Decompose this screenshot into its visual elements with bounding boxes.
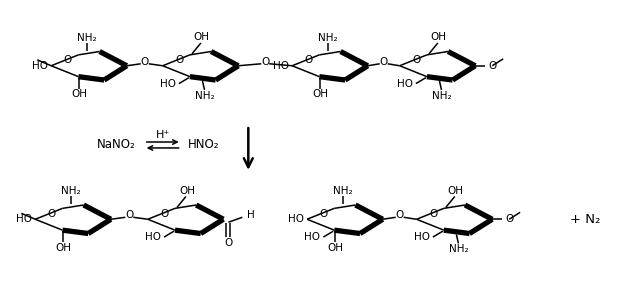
Text: O: O	[261, 57, 269, 67]
Text: OH: OH	[55, 243, 71, 253]
Text: NH₂: NH₂	[431, 91, 451, 101]
Text: O: O	[125, 210, 134, 220]
Text: O: O	[488, 61, 497, 71]
Text: OH: OH	[431, 32, 447, 42]
Text: HO: HO	[288, 214, 304, 224]
Text: NH₂: NH₂	[333, 186, 353, 196]
Text: NH₂: NH₂	[61, 186, 81, 196]
Text: O: O	[175, 55, 184, 65]
Text: O: O	[141, 57, 149, 67]
Text: O: O	[305, 55, 313, 65]
Text: OH: OH	[448, 185, 464, 195]
Text: O: O	[380, 57, 388, 67]
Text: OH: OH	[194, 32, 210, 42]
Text: HO: HO	[160, 79, 176, 89]
Text: HO: HO	[16, 214, 32, 224]
Text: OH: OH	[71, 90, 87, 100]
Text: NH₂: NH₂	[77, 33, 97, 43]
Text: NH₂: NH₂	[195, 91, 214, 101]
Text: HO: HO	[145, 232, 161, 242]
Text: NH₂: NH₂	[318, 33, 338, 43]
Text: HO: HO	[397, 79, 413, 89]
Text: OH: OH	[179, 185, 195, 195]
Text: NaNO₂: NaNO₂	[97, 139, 135, 152]
Text: O: O	[48, 209, 56, 219]
Text: OH: OH	[327, 243, 343, 253]
Text: O: O	[505, 214, 513, 224]
Text: HNO₂: HNO₂	[188, 139, 220, 152]
Text: O: O	[63, 55, 72, 65]
Text: + N₂: + N₂	[570, 213, 600, 226]
Text: O: O	[429, 209, 437, 219]
Text: H⁺: H⁺	[156, 130, 170, 140]
Text: H: H	[247, 210, 255, 220]
Text: O: O	[160, 209, 168, 219]
Text: HO: HO	[32, 61, 48, 71]
Text: HO: HO	[305, 232, 321, 242]
Text: NH₂: NH₂	[449, 244, 468, 254]
Text: O: O	[412, 55, 420, 65]
Text: HO: HO	[273, 61, 289, 71]
Text: HO: HO	[414, 232, 430, 242]
Text: OH: OH	[312, 90, 328, 100]
Text: O: O	[319, 209, 328, 219]
Text: O: O	[396, 210, 404, 220]
Text: O: O	[224, 238, 232, 248]
